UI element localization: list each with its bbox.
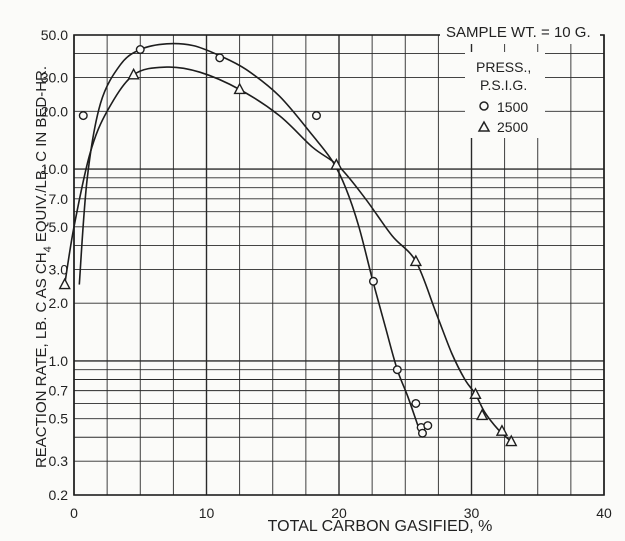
x-tick-label: 40: [596, 505, 612, 521]
point-2500: [127, 67, 140, 80]
y-tick-label: 1.0: [49, 353, 69, 369]
point-1500: [215, 53, 225, 63]
y-tick-label: 0.3: [49, 453, 69, 469]
point-1500: [392, 365, 402, 375]
y-tick-label: 2.0: [49, 295, 69, 311]
y-tick-label: 5.0: [49, 219, 69, 235]
y-tick-label: 10.0: [41, 161, 68, 177]
y-tick-label: 7.0: [49, 191, 69, 207]
x-tick-label: 30: [464, 505, 480, 521]
point-1500: [368, 276, 378, 286]
legend-title-line-1: PRESS.,: [476, 59, 531, 75]
point-2500: [330, 158, 343, 170]
x-tick-label: 10: [199, 505, 215, 521]
point-2500: [58, 277, 71, 290]
point-2500: [409, 254, 423, 267]
point-2500: [233, 82, 246, 95]
curve-2500: [63, 66, 512, 443]
point-1500: [311, 111, 321, 121]
legend-circle-marker: [479, 101, 489, 111]
legend-title-line-2: P.S.I.G.: [480, 77, 527, 93]
point-2500: [475, 408, 489, 421]
point-1500: [423, 421, 433, 431]
sample-weight-annotation: SAMPLE WT. = 10 G.: [446, 24, 591, 41]
y-tick-label: 0.2: [49, 487, 69, 503]
point-2500: [505, 434, 518, 447]
legend-label-2500: 2500: [497, 119, 528, 135]
y-axis-label-subscript: 4: [42, 246, 54, 252]
y-tick-label: 0.7: [49, 383, 69, 399]
y-axis-label: REACTION RATE, LB. C AS CH4 EQUIV./LB. C…: [33, 66, 54, 468]
y-tick-label: 50.0: [41, 27, 68, 43]
x-tick-label: 20: [331, 505, 347, 521]
y-axis-label-part-2: EQUIV./LB. C IN BED-HR.: [33, 66, 50, 246]
annotation-box: SAMPLE WT. = 10 G.: [440, 16, 600, 44]
x-tick-label: 0: [70, 505, 78, 521]
curve-1500: [78, 42, 420, 428]
y-tick-label: 3.0: [49, 261, 69, 277]
x-tick-labels: 0 10 20 30 40: [70, 505, 612, 521]
point-1500: [417, 428, 427, 438]
y-axis-label-part-1: REACTION RATE, LB. C AS CH: [33, 252, 50, 468]
curves: [63, 42, 512, 443]
point-2500: [469, 387, 482, 399]
y-tick-label: 0.5: [49, 411, 69, 427]
point-2500: [495, 424, 509, 436]
legend-triangle-marker: [477, 120, 491, 132]
point-1500: [135, 45, 145, 55]
y-tick-label: 20.0: [41, 103, 68, 119]
legend: PRESS., P.S.I.G. 1500 2500: [465, 52, 545, 138]
x-axis-label: TOTAL CARBON GASIFIED, %: [268, 518, 493, 535]
point-1500: [411, 398, 421, 408]
data-points: [58, 45, 518, 447]
y-tick-label: 30.0: [41, 70, 68, 86]
plot-frame: [73, 34, 605, 496]
point-1500: [78, 111, 88, 121]
y-tick-labels: 50.0 30.0 20.0 10.0 7.0 5.0 3.0 2.0 1.0 0.7 0.5 0.3…: [41, 27, 68, 503]
legend-label-1500: 1500: [497, 99, 528, 115]
